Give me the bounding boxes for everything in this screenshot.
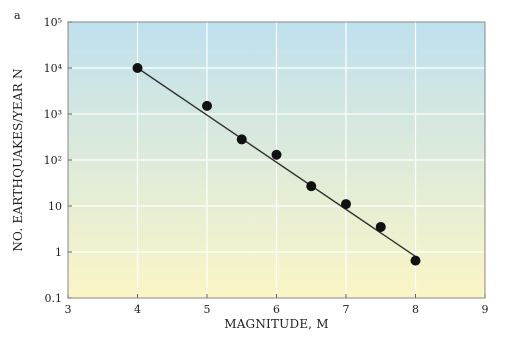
x-tick-label: 6 bbox=[273, 303, 280, 316]
y-tick-label: 10² bbox=[44, 154, 62, 167]
data-point bbox=[341, 199, 351, 210]
y-axis: 0.1 1 10 10² 10³ 10⁴ 10⁵ bbox=[44, 16, 72, 305]
x-tick-label: 7 bbox=[343, 303, 350, 316]
data-point bbox=[202, 100, 212, 111]
panel-label: a bbox=[14, 9, 21, 22]
y-tick-label: 10⁴ bbox=[44, 62, 63, 75]
x-axis: 3 4 5 6 7 8 9 bbox=[65, 294, 489, 316]
x-tick-label: 3 bbox=[65, 303, 72, 316]
x-tick-label: 9 bbox=[482, 303, 489, 316]
x-tick-label: 4 bbox=[134, 303, 141, 316]
data-point bbox=[132, 63, 143, 73]
grid bbox=[68, 22, 485, 298]
x-tick-label: 8 bbox=[412, 303, 419, 316]
y-axis-label: NO. EARTHQUAKES/YEAR N bbox=[11, 68, 25, 251]
data-point bbox=[375, 221, 386, 232]
y-tick-label: 10 bbox=[48, 200, 62, 213]
x-axis-label: MAGNITUDE, M bbox=[224, 317, 329, 331]
data-point bbox=[236, 134, 247, 145]
x-tick-label: 5 bbox=[204, 303, 211, 316]
data-point bbox=[410, 255, 421, 266]
data-points bbox=[132, 63, 421, 266]
y-tick-label: 10⁵ bbox=[44, 16, 62, 29]
y-tick-label: 0.1 bbox=[45, 292, 63, 305]
data-point bbox=[271, 149, 282, 160]
data-point bbox=[306, 181, 317, 192]
y-tick-label: 10³ bbox=[44, 108, 62, 121]
y-tick-label: 1 bbox=[55, 246, 62, 259]
fit-line bbox=[137, 67, 416, 258]
